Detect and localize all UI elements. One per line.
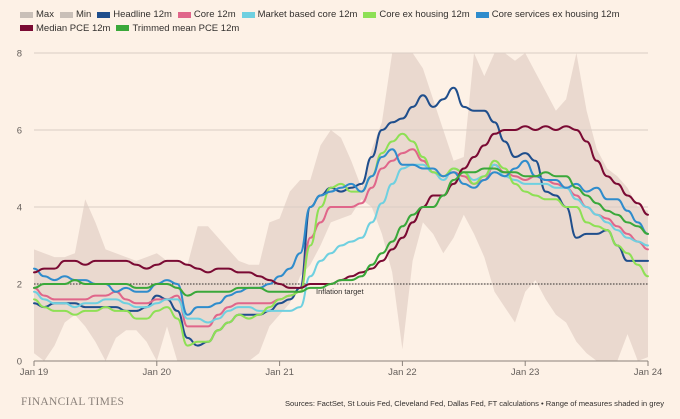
legend-label: Trimmed mean PCE 12m [132, 22, 240, 34]
legend-item: Min [59, 8, 92, 21]
legend-swatch [241, 11, 255, 18]
legend-label: Max [36, 9, 54, 20]
source-note: Sources: FactSet, St Louis Fed, Clevelan… [284, 399, 664, 408]
legend-item: Core ex housing 12m [363, 8, 470, 21]
legend-swatch [363, 11, 377, 18]
legend-item: Median PCE 12m [20, 22, 110, 35]
chart-legend: Max Min Headline 12m Core 12m Market based c… [20, 8, 670, 35]
x-tick-label: Jan 22 [388, 367, 417, 378]
legend-item: Core 12m [177, 8, 236, 21]
legend-item: Trimmed mean PCE 12m [116, 22, 239, 35]
x-tick-label: Jan 24 [634, 367, 663, 378]
ft-logo: FINANCIAL TIMES [21, 396, 125, 408]
x-tick-label: Jan 20 [143, 367, 172, 378]
y-tick-label: 0 [17, 357, 22, 368]
series-line-market-based-core-12m [33, 163, 649, 324]
legend-label: Min [75, 9, 92, 20]
legend-swatch [20, 25, 33, 31]
y-tick-label: 2 [17, 280, 22, 291]
series-line-headline-12m [33, 86, 649, 347]
legend-item: Market based core 12m [241, 8, 358, 21]
legend-label: Median PCE 12m [36, 22, 111, 34]
legend-label: Core ex housing 12m [379, 9, 470, 20]
legend-label: Core services ex housing 12m [491, 9, 620, 20]
legend-swatch [177, 11, 191, 18]
legend-label: Headline 12m [113, 9, 172, 20]
series-line-core-ex-housing-12m [33, 132, 649, 347]
legend-swatch [116, 25, 130, 31]
legend-swatch [59, 11, 73, 18]
legend-label: Market based core 12m [257, 9, 358, 20]
x-tick-label: Jan 23 [511, 367, 540, 378]
y-tick-label: 6 [17, 126, 22, 137]
legend-item: Max [20, 8, 54, 21]
inflation-target-label: Inflation target [316, 287, 364, 296]
legend-label: Core 12m [193, 9, 236, 20]
legend-item: Headline 12m [97, 8, 172, 21]
legend-item: Core services ex housing 12m [475, 8, 620, 21]
series-line-core-services-ex-housing-12m [33, 148, 649, 316]
series-line-trimmed-mean-pce-12m [33, 167, 649, 297]
legend-swatch [20, 11, 33, 18]
x-tick-label: Jan 19 [20, 367, 49, 378]
y-tick-label: 8 [17, 49, 22, 60]
legend-swatch [475, 11, 489, 18]
y-tick-label: 4 [17, 203, 22, 214]
legend-swatch [97, 11, 111, 18]
x-tick-label: Jan 21 [265, 367, 294, 378]
